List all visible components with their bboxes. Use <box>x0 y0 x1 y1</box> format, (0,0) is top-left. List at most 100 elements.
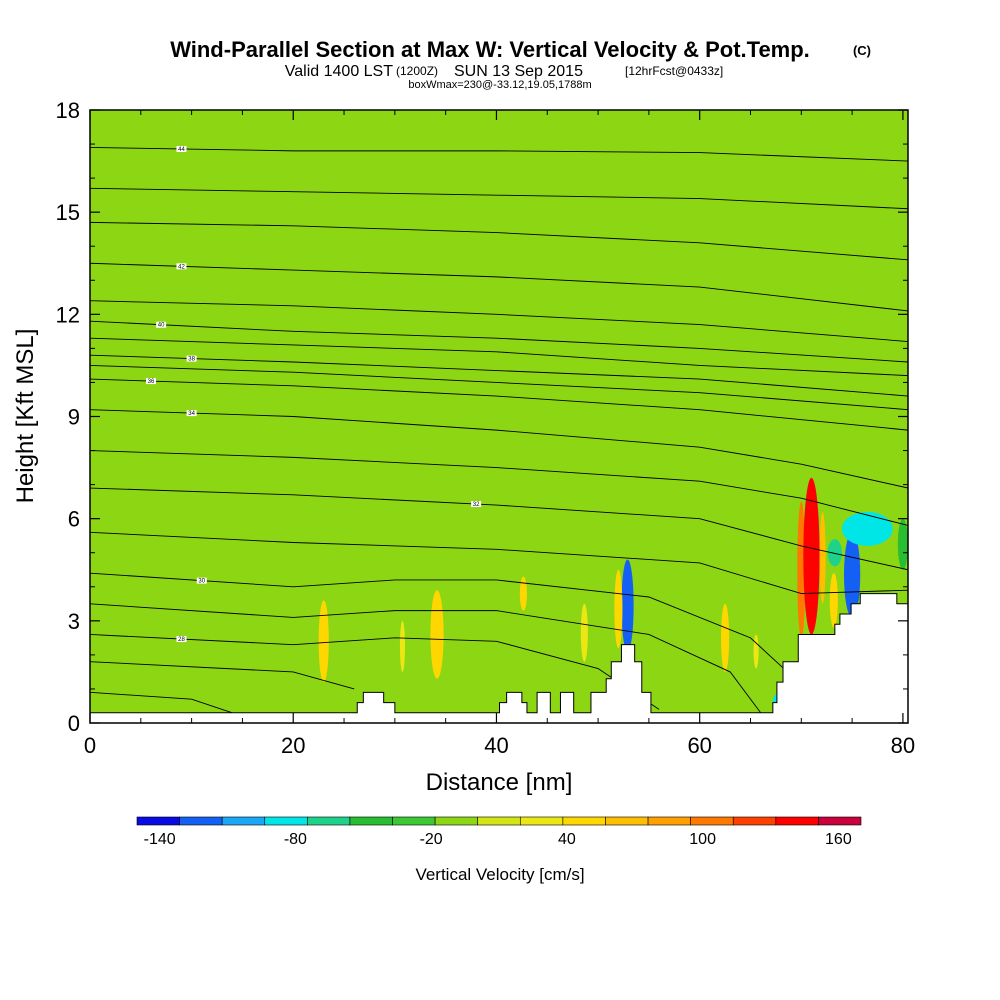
velocity-region <box>430 590 444 679</box>
colorbar-swatch <box>519 816 564 826</box>
velocity-region <box>614 569 623 649</box>
x-tick-label: 80 <box>891 733 915 758</box>
colorbar-swatch <box>264 816 308 826</box>
theta-contour-label: 28 <box>178 637 185 643</box>
colorbar-swatch <box>605 816 649 826</box>
velocity-region <box>827 539 842 567</box>
theta-contour-label-bg <box>145 378 156 385</box>
y-axis-label: Height [Kft MSL] <box>12 329 39 504</box>
y-tick-label: 3 <box>68 609 80 634</box>
velocity-region <box>740 110 863 349</box>
velocity-region <box>211 535 304 713</box>
colorbar-swatch <box>562 816 606 826</box>
theta-contour-line <box>90 691 233 714</box>
theta-contour-line <box>90 661 355 690</box>
subtitle-utc: (1200Z) <box>396 64 438 78</box>
theta-contour-label-bg <box>186 410 197 417</box>
theta-contour-label: 44 <box>178 147 185 153</box>
velocity-region <box>519 576 527 611</box>
colorbar-tick-label: -20 <box>420 831 443 848</box>
colorbar-swatch <box>136 816 180 826</box>
theta-contour-line <box>90 187 908 210</box>
theta-contour-label: 42 <box>178 264 185 270</box>
velocity-region <box>841 511 893 546</box>
velocity-region <box>897 518 908 570</box>
chart-subsubtitle: boxWmax=230@-33.12,19.05,1788m <box>408 79 591 91</box>
plot-area: 44 42 40 38 36 34 32 30 28 <box>90 110 908 723</box>
velocity-region <box>753 634 759 669</box>
chart-title-mark: (C) <box>853 43 871 58</box>
velocity-region <box>829 573 838 628</box>
colorbar-swatch <box>775 816 819 826</box>
theta-contour-line <box>90 337 908 377</box>
theta-contour-label: 30 <box>198 579 205 585</box>
theta-contour-label-bg <box>196 577 207 584</box>
colorbar-tick-label: 100 <box>689 831 716 848</box>
x-axis-label: Distance [nm] <box>426 769 573 796</box>
theta-contour-line <box>90 320 908 363</box>
x-tick-label: 60 <box>687 733 711 758</box>
theta-contour-line <box>90 354 908 397</box>
theta-contour-line <box>90 572 792 676</box>
y-tick-label: 15 <box>56 200 80 225</box>
theta-contour-layer: 44 42 40 38 36 34 32 30 28 <box>90 145 908 714</box>
y-tick-label: 9 <box>68 405 80 430</box>
theta-contour-line <box>90 409 908 489</box>
theta-contour-line <box>90 603 762 714</box>
x-tick-label: 40 <box>484 733 508 758</box>
theta-contour-label-bg <box>176 636 187 643</box>
subtitle-prefix: Valid 1400 LST <box>285 63 393 80</box>
velocity-region <box>191 110 243 264</box>
x-tick-label: 0 <box>84 733 96 758</box>
colorbar-swatch <box>647 816 691 826</box>
x-tick-label: 20 <box>281 733 305 758</box>
theta-contour-line <box>90 378 908 431</box>
velocity-region <box>621 559 634 652</box>
velocity-region <box>819 511 826 604</box>
colorbar-swatch <box>434 816 479 826</box>
velocity-region <box>618 110 680 247</box>
theta-contour-line <box>90 147 908 162</box>
y-tick-label: 0 <box>68 711 80 736</box>
theta-contour-label: 34 <box>188 411 195 417</box>
velocity-region <box>580 603 588 662</box>
terrain-mask <box>90 593 908 723</box>
theta-contour-line <box>90 531 908 595</box>
colorbar-swatch <box>818 816 862 826</box>
velocity-region <box>843 532 861 618</box>
velocity-region <box>803 477 820 635</box>
theta-contour-label: 38 <box>188 357 195 363</box>
theta-contour-label: 40 <box>158 323 165 329</box>
velocity-region <box>272 110 375 213</box>
colorbar-swatch <box>477 816 521 826</box>
velocity-region <box>399 620 406 672</box>
colorbar-swatch <box>307 816 351 826</box>
colorbar-swatch <box>349 816 393 826</box>
theta-contour-line <box>90 487 908 571</box>
y-tick-label: 18 <box>56 98 80 123</box>
theta-contour-label-bg <box>176 145 187 152</box>
velocity-region <box>90 450 151 713</box>
velocity-region <box>120 110 212 349</box>
colorbar-tick-label: 160 <box>825 831 852 848</box>
theta-contour-label-bg <box>176 263 187 270</box>
y-tick-label: 6 <box>68 507 80 532</box>
x-axis: 0 20 40 60 80 <box>84 110 915 758</box>
colorbar-tick-label: 40 <box>558 831 576 848</box>
colorbar-swatch <box>221 816 266 826</box>
theta-contour-line <box>90 300 908 343</box>
theta-contour-line <box>90 221 908 261</box>
chart-subtitle: Valid 1400 LST (1200Z) SUN 13 Sep 2015 [… <box>285 63 723 80</box>
velocity-region <box>797 501 806 638</box>
theta-contour-line <box>90 262 908 312</box>
colorbar-tick-label: -140 <box>144 831 176 848</box>
theta-contour-label-bg <box>471 501 482 508</box>
velocity-region <box>526 552 619 713</box>
velocity-region <box>318 600 329 683</box>
colorbar-swatch <box>179 816 223 826</box>
subtitle-date: SUN 13 Sep 2015 <box>454 63 583 80</box>
theta-contour-label-bg <box>156 321 167 328</box>
subtitle-forecast: [12hrFcst@0433z] <box>625 64 723 78</box>
